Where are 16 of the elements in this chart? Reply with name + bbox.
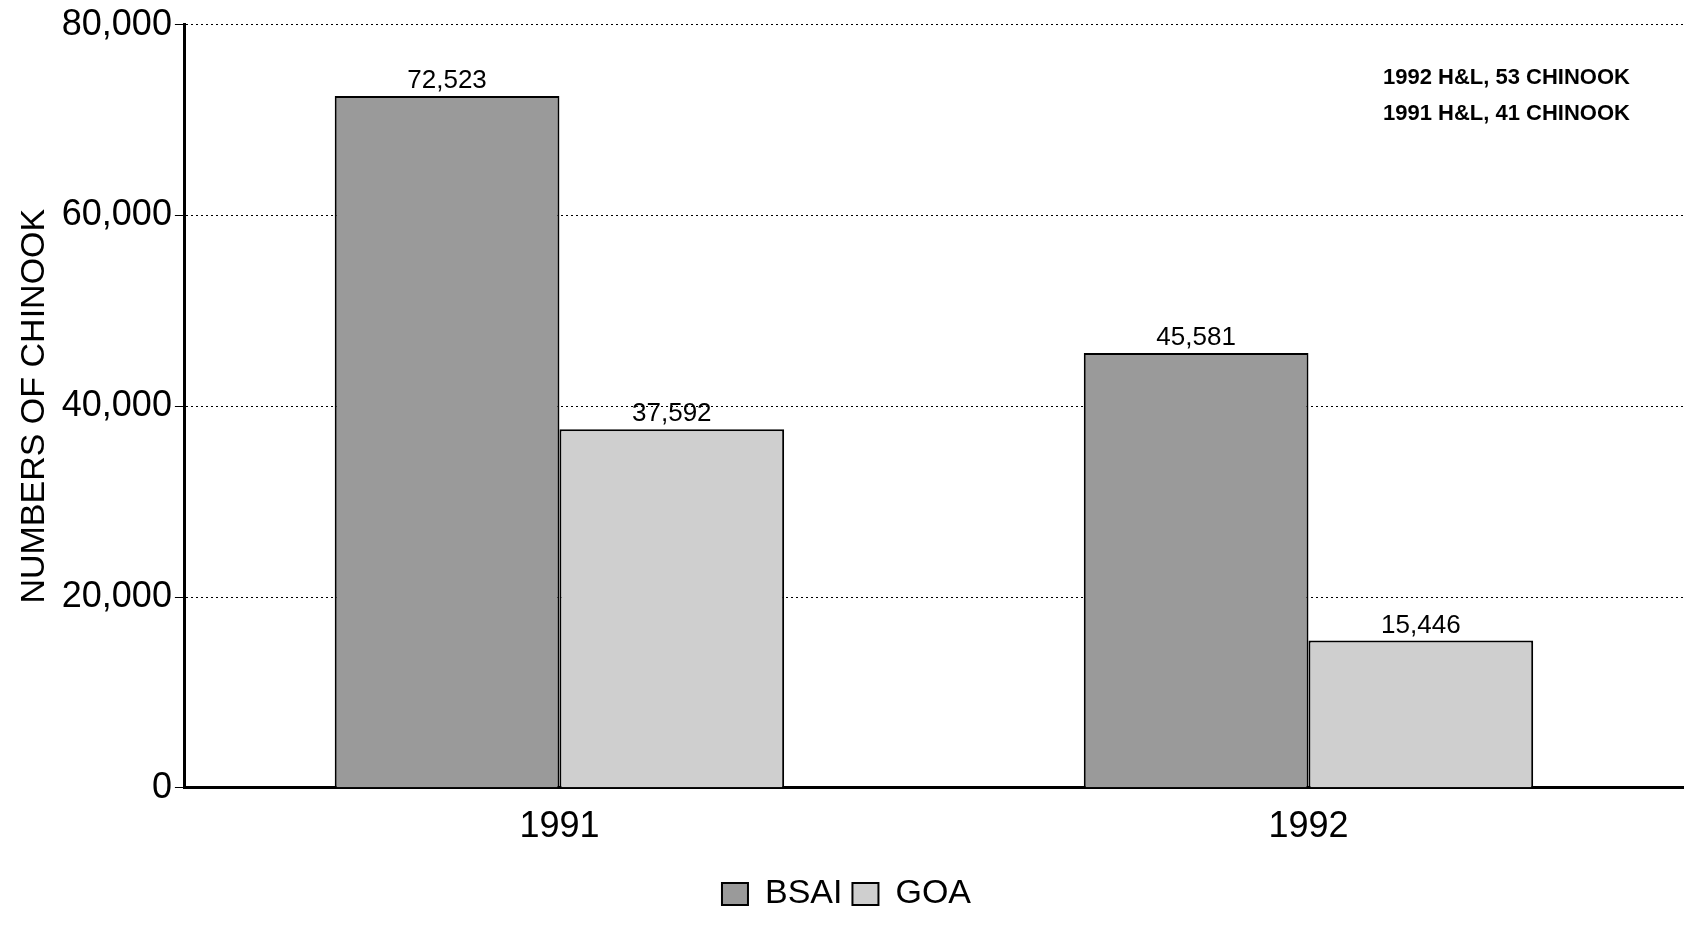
- annotation: 1992 H&L, 53 CHINOOK: [1383, 63, 1631, 89]
- y-axis-title: NUMBERS OF CHINOOK: [12, 208, 51, 604]
- data-label: 72,523: [407, 64, 487, 95]
- y-tick-label: 40,000: [61, 383, 172, 425]
- annotation: 1991 H&L, 41 CHINOOK: [1383, 99, 1631, 125]
- x-tick-label: 1992: [1268, 804, 1349, 846]
- data-label: 45,581: [1156, 321, 1236, 352]
- y-tick-label: 60,000: [61, 192, 172, 234]
- y-tick-label: 0: [151, 764, 172, 806]
- legend-label: GOA: [895, 872, 972, 911]
- y-tick-label: 20,000: [61, 573, 172, 615]
- legend-label: BSAI: [764, 872, 843, 911]
- data-label: 37,592: [632, 397, 712, 428]
- data-label: 15,446: [1381, 608, 1461, 639]
- x-tick-label: 1991: [519, 804, 600, 846]
- y-tick-label: 80,000: [61, 1, 172, 43]
